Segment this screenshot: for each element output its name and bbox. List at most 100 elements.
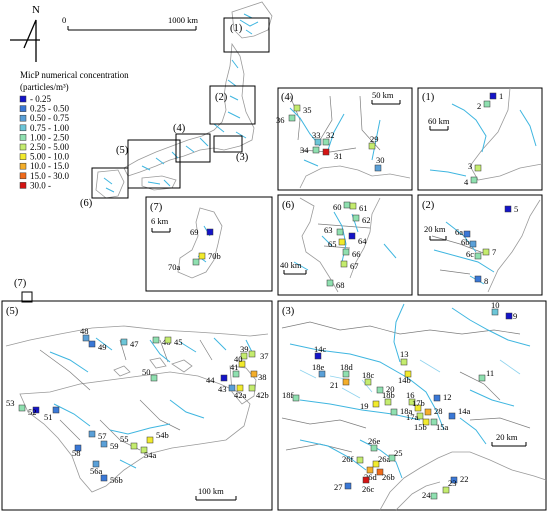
- sample-point-18c: [364, 378, 372, 386]
- sample-point-58: [74, 444, 82, 452]
- sample-label-26a: 26a: [378, 454, 391, 464]
- sample-label-27: 27: [334, 482, 343, 492]
- north-arrow-shape: [23, 19, 37, 62]
- sample-point-38: [250, 370, 258, 378]
- sample-label-16: 16: [406, 390, 415, 400]
- legend-label: 30.0 -: [30, 180, 51, 190]
- sample-label-34: 34: [300, 145, 309, 155]
- overview-label-2: (2): [215, 92, 228, 103]
- scale-label: 50 km: [372, 90, 394, 100]
- sample-label-26f: 26f: [342, 454, 354, 464]
- sample-label-4: 4: [464, 177, 469, 187]
- sample-point-25: [388, 454, 396, 462]
- sample-point-62: [352, 214, 360, 222]
- sample-label-35: 35: [303, 105, 312, 115]
- sample-point-46: [152, 336, 160, 344]
- sample-label-48: 48: [80, 326, 89, 336]
- sample-label-42a: 42a: [234, 390, 247, 400]
- sample-label-67: 67: [350, 261, 359, 271]
- sample-label-42b: 42b: [256, 390, 269, 400]
- sample-point-3: [474, 164, 482, 172]
- sample-point-26a: [372, 460, 380, 468]
- main-scale-zero: 0: [62, 15, 66, 25]
- panel-label: (6): [282, 200, 295, 211]
- sample-label-14b: 14b: [398, 375, 411, 385]
- legend-swatch: [19, 182, 27, 189]
- sample-label-24: 24: [422, 490, 431, 500]
- sample-label-59: 59: [110, 441, 119, 451]
- sample-point-41: [232, 370, 240, 378]
- sample-label-49: 49: [98, 342, 107, 352]
- sample-label-31: 31: [334, 151, 343, 161]
- sample-point-33: [314, 138, 322, 146]
- legend-swatch: [19, 153, 27, 160]
- sample-label-20: 20: [386, 384, 395, 394]
- sample-point-45: [164, 336, 172, 344]
- sample-point-54a: [140, 446, 148, 454]
- sample-point-15b: [422, 418, 430, 426]
- sample-label-7: 7: [492, 247, 496, 257]
- sample-point-57: [88, 430, 96, 438]
- sample-label-12: 12: [443, 392, 452, 402]
- scale-label: 20 km: [496, 432, 518, 442]
- sample-label-26d: 26d: [364, 472, 378, 482]
- sample-label-11: 11: [486, 368, 494, 378]
- north-label: N: [32, 4, 40, 16]
- overview-box-7: [21, 291, 33, 303]
- sample-point-18d: [342, 370, 350, 378]
- legend-swatch: [19, 124, 27, 132]
- sample-label-3: 3: [468, 161, 472, 171]
- sample-label-6c: 6c: [466, 249, 474, 259]
- sample-label-29: 29: [370, 134, 379, 144]
- sample-point-39: [240, 352, 248, 360]
- sample-point-68: [326, 279, 334, 287]
- sample-point-44: [220, 374, 228, 382]
- sample-label-28: 28: [434, 406, 443, 416]
- scale-label: 20 km: [424, 224, 446, 234]
- sample-label-15a: 15a: [436, 422, 449, 432]
- sample-point-37: [248, 350, 256, 358]
- sample-point-1: [489, 92, 497, 100]
- sample-label-18f: 18f: [282, 390, 294, 400]
- overview-label-5: (5): [116, 145, 129, 156]
- sample-point-26d: [366, 466, 374, 474]
- sample-point-18f: [292, 394, 300, 402]
- sample-label-54a: 54a: [144, 450, 157, 460]
- sample-label-41: 41: [230, 362, 239, 372]
- sample-point-26c: [362, 476, 370, 484]
- sample-point-66: [342, 248, 350, 256]
- sample-label-10: 10: [491, 300, 500, 310]
- sample-point-28: [424, 408, 432, 416]
- sample-label-63: 63: [324, 225, 333, 235]
- overview-label-4: (4): [173, 123, 186, 134]
- sample-label-38: 38: [258, 372, 267, 382]
- legend-label: 15.0 - 30.0: [30, 171, 69, 181]
- legend-label: 0.25 - 0.50: [30, 104, 69, 114]
- panel-5: (5) 100 km 4849474645503940373844414342a…: [1, 300, 273, 511]
- legend-label: 5.00 - 10.0: [30, 152, 69, 162]
- sample-point-67: [340, 260, 348, 268]
- sample-label-13: 13: [400, 349, 409, 359]
- sample-label-62: 62: [362, 215, 371, 225]
- overview-box-2: [209, 85, 256, 125]
- sample-label-44: 44: [206, 375, 215, 385]
- legend-label: 1.00 - 2.50: [30, 132, 69, 142]
- sample-point-15a: [430, 418, 438, 426]
- sample-point-31: [322, 148, 330, 156]
- sample-point-69: [206, 228, 214, 236]
- sample-label-22: 22: [460, 474, 469, 484]
- sample-label-19: 19: [360, 401, 369, 411]
- panel-label: (2): [422, 200, 435, 211]
- panel-6: (6) 40 km 60 61 62 63 64 65 66 67 68: [277, 194, 413, 296]
- sample-point-18b: [384, 398, 392, 406]
- sample-label-23: 23: [448, 478, 457, 488]
- sample-point-61: [349, 202, 357, 210]
- legend-title-2: (particles/m³): [20, 82, 69, 92]
- legend-swatch: [19, 172, 27, 180]
- sample-point-13: [400, 358, 408, 366]
- sample-point-24: [430, 492, 438, 500]
- sample-label-53: 53: [6, 398, 15, 408]
- main-scale-label: 1000 km: [168, 15, 198, 25]
- sample-point-50: [150, 374, 158, 382]
- sample-point-42b: [248, 384, 256, 392]
